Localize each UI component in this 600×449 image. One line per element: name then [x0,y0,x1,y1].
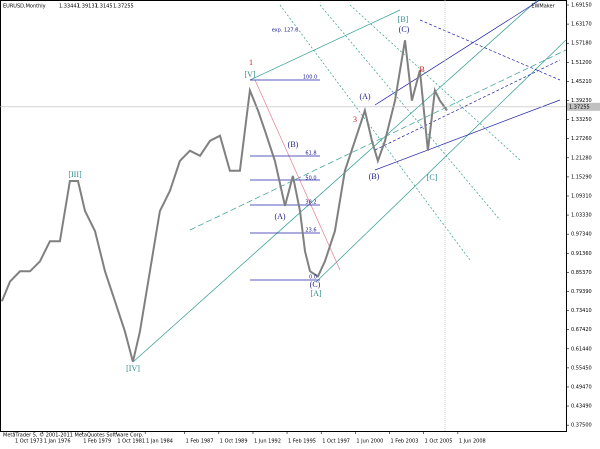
y-tick-label: 0.55450 [571,365,592,371]
wave-label: 38.2 [305,200,316,206]
channel-line [374,0,541,106]
fibo-line [254,79,341,271]
y-tick-label: 1.69150 [571,3,592,9]
wave-label: 0.0 [309,275,317,281]
y-tick-label: 0.97340 [571,232,592,238]
wave-label: [C] [427,173,438,182]
wave-label: 3 [353,115,357,124]
fan-line [279,4,471,261]
channel-line [374,59,561,151]
wave-label: (A) [359,92,370,101]
y-tick-label: 1.27260 [571,136,592,142]
x-tick-label: 1 Feb 2003 [390,439,418,445]
indicator-label: EWMaker [531,4,555,10]
y-tick-label: 1.03330 [571,213,592,219]
analysis-lines [132,0,567,431]
x-tick-label: 1 Feb 1979 [83,439,111,445]
ohlc-high: 1.39137 [77,4,98,10]
x-tick-label: 1 Oct 1981 [117,439,145,445]
wave-label: 100.0 [303,75,317,81]
x-tick-label: 1 Oct 1997 [322,439,350,445]
current-price-label: 1.37255 [569,104,590,110]
y-tick-label: 0.43490 [571,404,592,410]
y-tick-label: 0.85370 [571,270,592,276]
x-tick-label: 1 Jan 1984 [146,439,173,445]
x-tick-label: 1 Jan 1976 [44,439,71,445]
x-tick-label: 1 Jun 2008 [459,439,486,445]
wave-label: 50.0 [305,176,316,182]
wave-label: 61.8 [305,151,316,157]
copyright: MetaTrader 5, © 2001-2011 MetaQuotes Sof… [3,432,144,439]
wave-label: [A] [310,289,321,298]
y-tick-label: 1.57180 [571,41,592,47]
wave-label: 1 [249,58,253,67]
wave-label: (B) [369,172,380,181]
y-tick-label: 1.09310 [571,193,592,199]
y-tick-label: 1.21280 [571,155,592,161]
plot-frame [0,0,567,432]
wave-label: (C) [399,25,410,34]
y-tick-label: 1.51200 [571,60,592,66]
symbol-label: EURUSD,Monthly [3,4,46,10]
price-line [0,40,448,362]
y-tick-label: 1.45210 [571,79,592,85]
pitchfork-line [315,39,567,283]
y-tick-label: 1.63170 [571,22,592,28]
wave-label: exp. 127.6 [272,28,299,34]
y-tick-label: 0.61440 [571,346,592,352]
y-tick-label: 1.33250 [571,117,592,123]
channel-line [419,19,561,81]
x-tick-label: 1 Oct 1973 [15,439,43,445]
y-tick-label: 0.79390 [571,289,592,295]
x-tick-label: 1 Jun 2000 [356,439,383,445]
wave-label: [V] [244,70,255,79]
wave-label: 23.6 [305,228,316,234]
y-tick-label: 0.67420 [571,327,592,333]
current-price-box [567,102,600,111]
ohlc-close: 1.37255 [113,4,134,10]
y-tick-label: 0.49470 [571,384,592,390]
pitchfork-line [189,49,567,231]
wave-label: (B) [288,140,299,149]
x-tick-label: 1 Feb 1987 [186,439,214,445]
y-tick-label: 1.15290 [571,174,592,180]
wave-label: (C) [310,280,321,289]
y-tick-label: 0.91360 [571,251,592,257]
fan-line [319,4,501,221]
ohlc-open: 1.33447 [59,4,80,10]
x-tick-label: 1 Jun 1992 [254,439,281,445]
wave-label: [IV] [126,364,140,373]
pitchfork-line [249,9,401,81]
wave-label: (A) [274,212,285,221]
ohlc-low: 1.3145 [95,4,113,10]
x-tick-label: 1 Feb 1995 [288,439,316,445]
wave-label: [III] [68,170,82,179]
x-tick-label: 1 Oct 2005 [425,439,453,445]
y-tick-label: 1.39230 [571,98,592,104]
y-tick-label: 0.73410 [571,308,592,314]
x-tick-label: 1 Oct 1989 [220,439,248,445]
pitchfork-line [132,0,539,363]
channel-line [374,99,561,171]
wave-label: [B] [398,15,409,24]
y-tick-label: 0.37500 [571,423,592,429]
wave-label: B [419,65,424,74]
